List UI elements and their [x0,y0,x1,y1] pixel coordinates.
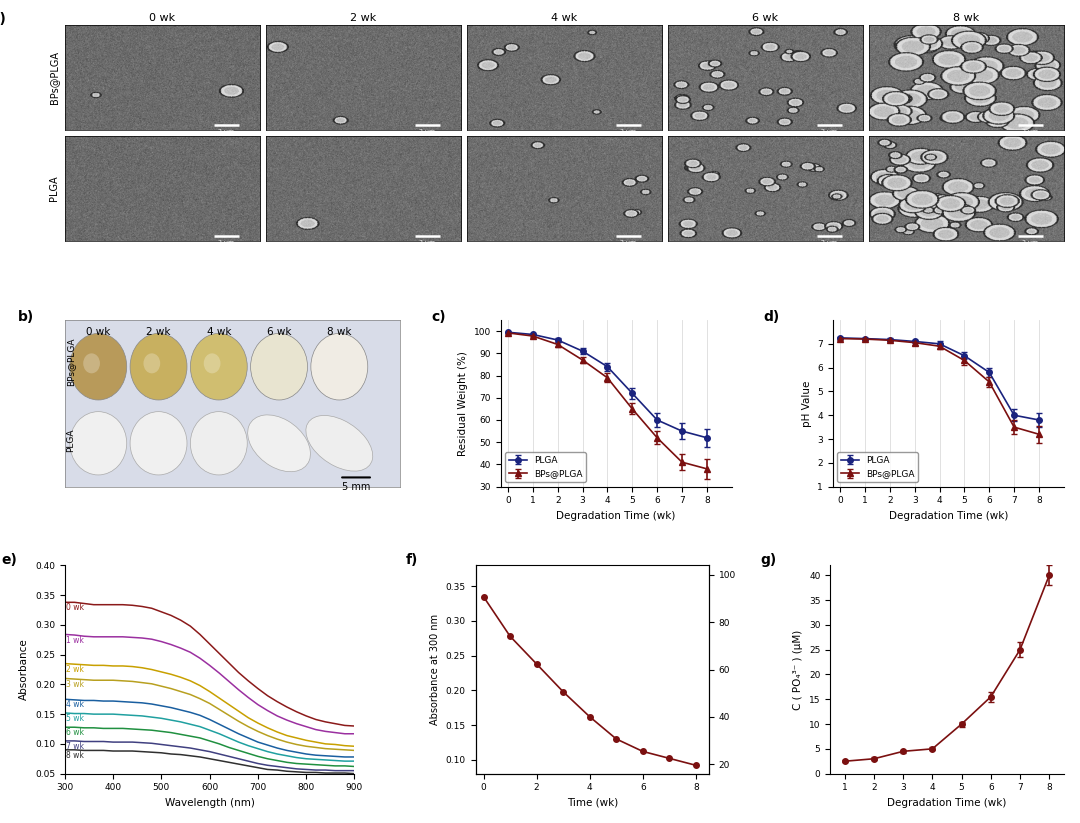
Text: 2 μm: 2 μm [218,239,234,244]
Text: 8 wk: 8 wk [66,751,83,760]
Ellipse shape [190,333,247,400]
Text: 4 wk: 4 wk [206,327,231,337]
Y-axis label: PLGA: PLGA [50,175,59,201]
Text: 2 μm: 2 μm [821,129,837,134]
X-axis label: Degradation Time (wk): Degradation Time (wk) [556,511,676,521]
Text: 2 μm: 2 μm [419,239,435,244]
Text: f): f) [405,553,418,567]
Legend: PLGA, BPs@PLGA: PLGA, BPs@PLGA [837,453,918,482]
Text: 6 wk: 6 wk [267,327,292,337]
Text: c): c) [431,310,446,324]
X-axis label: Time (wk): Time (wk) [567,797,618,808]
Text: 5 wk: 5 wk [66,714,84,723]
Text: 6 wk: 6 wk [66,728,84,737]
Text: d): d) [764,310,780,324]
Ellipse shape [311,333,368,400]
Ellipse shape [204,353,220,374]
Text: 8 wk: 8 wk [327,327,352,337]
Y-axis label: Absorbance: Absorbance [19,639,29,700]
X-axis label: Wavelength (nm): Wavelength (nm) [164,797,255,808]
Ellipse shape [70,333,126,400]
Text: b): b) [18,310,35,324]
Text: 2 μm: 2 μm [620,129,636,134]
Text: 2 μm: 2 μm [218,129,234,134]
Text: 1 wk: 1 wk [66,635,83,644]
Title: 6 wk: 6 wk [752,12,779,22]
Ellipse shape [247,415,310,472]
Ellipse shape [130,333,187,400]
Text: 7 wk: 7 wk [66,742,84,751]
Text: 3 wk: 3 wk [66,680,84,689]
Text: g): g) [760,553,777,567]
Ellipse shape [130,412,187,475]
Text: 2 wk: 2 wk [66,665,83,674]
Text: e): e) [1,553,17,567]
Y-axis label: pH Value: pH Value [801,380,812,426]
Ellipse shape [251,333,308,400]
Title: 2 wk: 2 wk [350,12,377,22]
X-axis label: Degradation Time (wk): Degradation Time (wk) [888,797,1007,808]
X-axis label: Degradation Time (wk): Degradation Time (wk) [889,511,1008,521]
Text: 0 wk: 0 wk [66,603,84,612]
Ellipse shape [306,416,373,471]
Ellipse shape [190,412,247,475]
Title: 8 wk: 8 wk [954,12,980,22]
Text: PLGA: PLGA [67,428,76,452]
Text: 4 wk: 4 wk [66,700,84,709]
Ellipse shape [83,353,100,374]
Text: 0 wk: 0 wk [86,327,110,337]
Text: a): a) [0,12,6,26]
Text: 2 μm: 2 μm [1022,239,1038,244]
Y-axis label: C ( PO₄³⁻ ) (μM): C ( PO₄³⁻ ) (μM) [794,630,804,709]
Ellipse shape [144,353,160,374]
Text: 5 mm: 5 mm [342,481,370,491]
Y-axis label: BPs@PLGA: BPs@PLGA [50,51,59,104]
Title: 4 wk: 4 wk [551,12,578,22]
Title: 0 wk: 0 wk [149,12,175,22]
Text: 2 wk: 2 wk [146,327,171,337]
Text: BPs@PLGA: BPs@PLGA [67,337,76,386]
Legend: PLGA, BPs@PLGA: PLGA, BPs@PLGA [505,453,586,482]
Y-axis label: Absorbance at 300 nm: Absorbance at 300 nm [430,614,441,725]
Y-axis label: Residual Weight (%): Residual Weight (%) [458,351,468,456]
Text: 2 μm: 2 μm [1022,129,1038,134]
Text: 2 μm: 2 μm [419,129,435,134]
Text: 2 μm: 2 μm [821,239,837,244]
Ellipse shape [70,412,126,475]
Text: 2 μm: 2 μm [620,239,636,244]
